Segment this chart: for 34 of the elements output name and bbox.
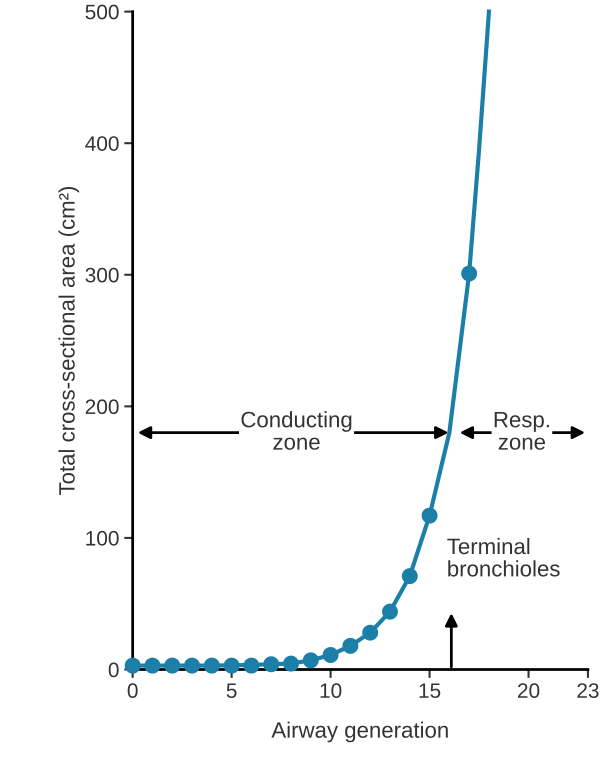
point xyxy=(204,658,220,674)
y-tick-label: 500 xyxy=(86,4,119,20)
point xyxy=(422,508,438,524)
y-tick-label: 200 xyxy=(86,399,119,414)
x-axis-title: Airway generation xyxy=(271,722,448,742)
x-tick-label: 0 xyxy=(128,683,138,698)
x-tick-label: 15 xyxy=(420,683,440,698)
point xyxy=(243,658,260,674)
point xyxy=(144,658,160,674)
point xyxy=(382,604,398,620)
x-tick-label: 5 xyxy=(226,683,237,698)
y-axis-title: Total cross-sectional area (cm²) xyxy=(58,186,80,496)
y-tick-label: 300 xyxy=(86,268,119,283)
x-tick-label: 10 xyxy=(320,683,342,698)
annotation: Conducting zone xyxy=(241,411,352,450)
point xyxy=(302,652,319,668)
point xyxy=(164,658,180,674)
point xyxy=(184,658,200,674)
y-tick-label: 0 xyxy=(108,662,119,678)
point xyxy=(362,624,378,641)
point xyxy=(402,568,418,584)
x-tick-label: 23 xyxy=(577,683,599,698)
point xyxy=(322,647,339,664)
point xyxy=(263,656,280,672)
y-tick-label: 400 xyxy=(85,136,119,151)
point xyxy=(342,638,358,654)
point xyxy=(124,658,141,674)
point xyxy=(461,265,478,282)
point xyxy=(224,658,240,674)
annotation: Resp. zone xyxy=(494,412,549,450)
x-tick-label: 20 xyxy=(518,683,540,698)
point xyxy=(283,656,299,672)
annotation: Terminal bronchioles xyxy=(447,538,560,577)
y-tick-label: 100 xyxy=(86,530,119,546)
